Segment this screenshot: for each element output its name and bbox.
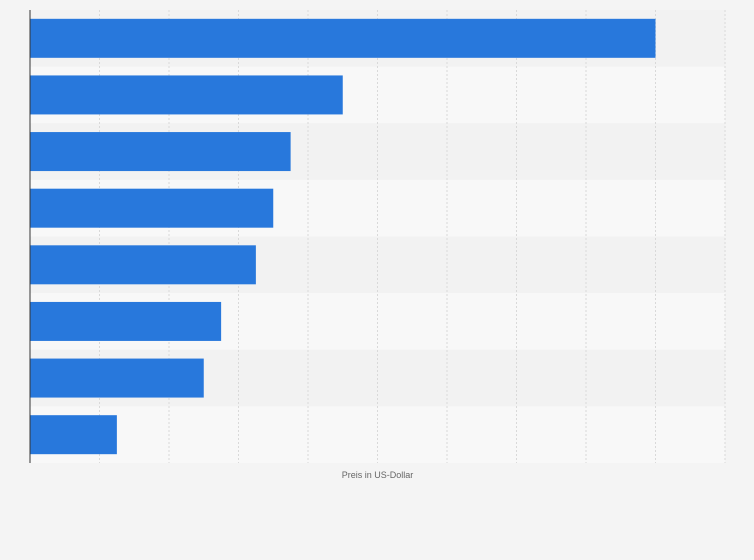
bar [30,301,222,341]
bar [30,18,656,58]
bar [30,245,256,285]
bar [30,358,204,398]
bar [30,132,291,172]
bars [30,18,656,455]
bar [30,415,117,455]
bar [30,75,343,115]
bar [30,188,274,228]
x-axis-label: Preis in US-Dollar [342,470,414,480]
